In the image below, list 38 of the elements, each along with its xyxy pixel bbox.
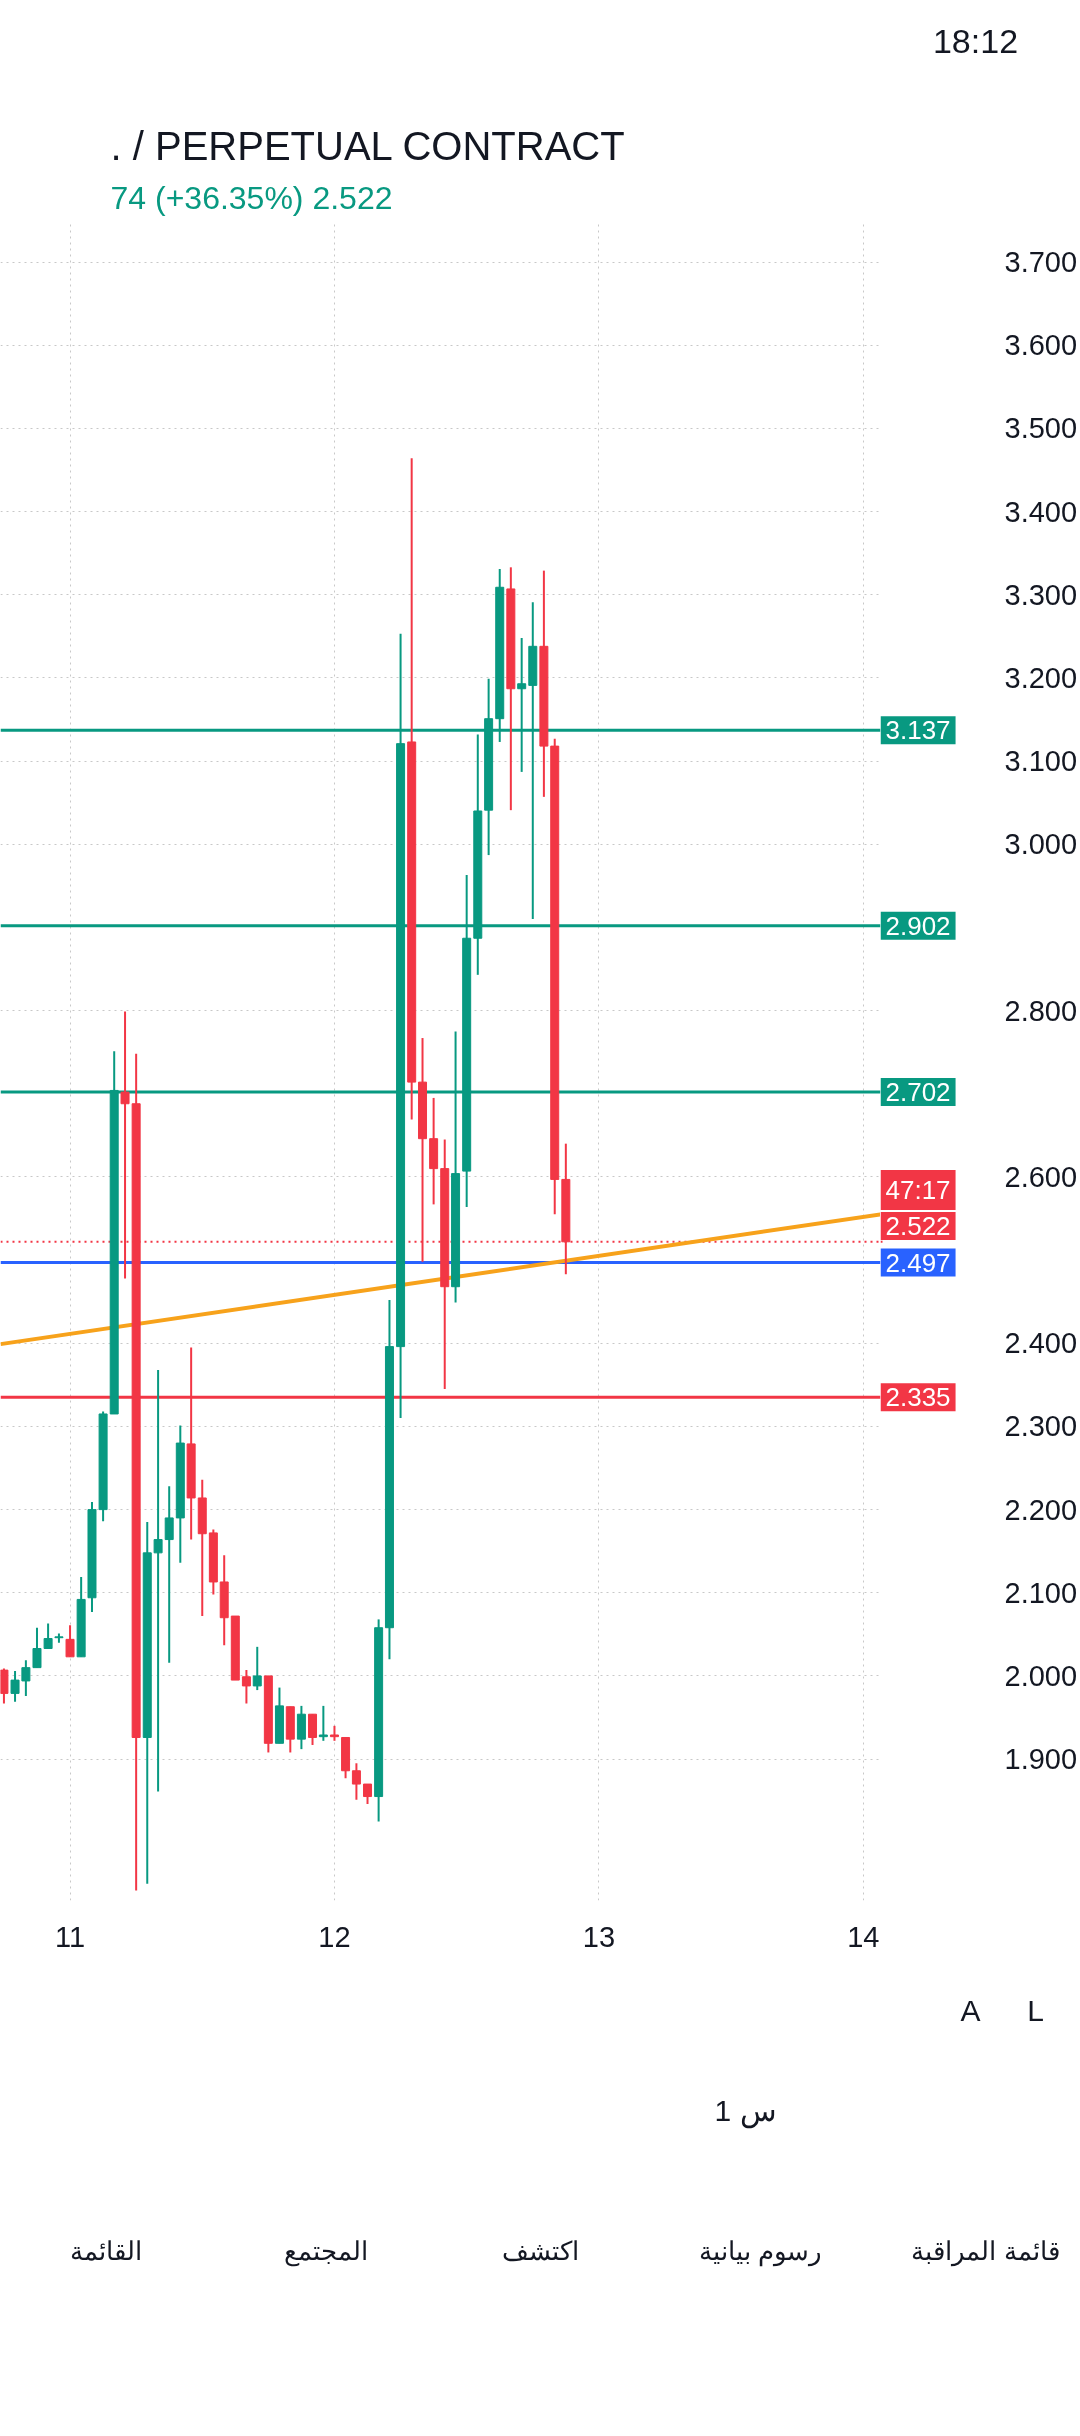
y-tick-label: 3.600 xyxy=(1004,329,1078,362)
y-tick-label: 2.600 xyxy=(1004,1160,1078,1193)
y-tick-label: 2.200 xyxy=(1004,1493,1078,1526)
text: قائمة المراقبة xyxy=(911,2235,1060,2267)
chart-title: . / PERPETUAL CONTRACT xyxy=(110,123,625,168)
text: القائمة xyxy=(69,2235,142,2266)
ref-line-label: 2.335 xyxy=(885,1382,951,1413)
text: A xyxy=(960,1994,981,2027)
y-tick-label: 3.300 xyxy=(1004,578,1078,611)
text: اكتشف xyxy=(502,2235,579,2266)
y-tick-label: 2.400 xyxy=(1004,1327,1078,1360)
ref-line-label: 2.522 xyxy=(885,1211,951,1242)
text: 47:17 xyxy=(885,1175,951,1206)
text: 18:12 xyxy=(932,21,1019,60)
ref-line-label: 3.137 xyxy=(885,715,951,746)
ref-line-label: 2.902 xyxy=(885,910,951,941)
x-tick-label: 12 xyxy=(318,1920,351,1953)
y-tick-label: 2.100 xyxy=(1004,1576,1078,1609)
x-tick-label: 13 xyxy=(582,1920,616,1953)
y-tick-label: 2.800 xyxy=(1004,994,1078,1027)
y-tick-label: 3.700 xyxy=(1004,246,1078,279)
y-tick-label: 2.000 xyxy=(1004,1659,1078,1692)
text: L xyxy=(1027,1994,1044,2027)
ref-line-label: 2.702 xyxy=(885,1077,951,1108)
x-tick-label: 11 xyxy=(54,1920,86,1953)
y-tick-label: 3.100 xyxy=(1004,745,1078,778)
y-tick-label: 3.500 xyxy=(1004,412,1078,445)
text: المجتمع xyxy=(283,2235,368,2267)
text: 1 س xyxy=(714,2094,777,2129)
y-tick-label: 2.300 xyxy=(1004,1410,1078,1443)
chart-subtitle: 74 (+36.35%) 2.522 xyxy=(110,179,393,216)
ref-line-label: 2.497 xyxy=(885,1247,951,1278)
x-tick-label: 14 xyxy=(847,1920,880,1953)
y-tick-label: 3.400 xyxy=(1004,495,1078,528)
y-tick-label: 1.900 xyxy=(1004,1743,1078,1776)
y-tick-label: 3.000 xyxy=(1004,828,1078,861)
y-tick-label: 3.200 xyxy=(1004,661,1078,694)
text: رسوم بيانية xyxy=(698,2235,823,2267)
